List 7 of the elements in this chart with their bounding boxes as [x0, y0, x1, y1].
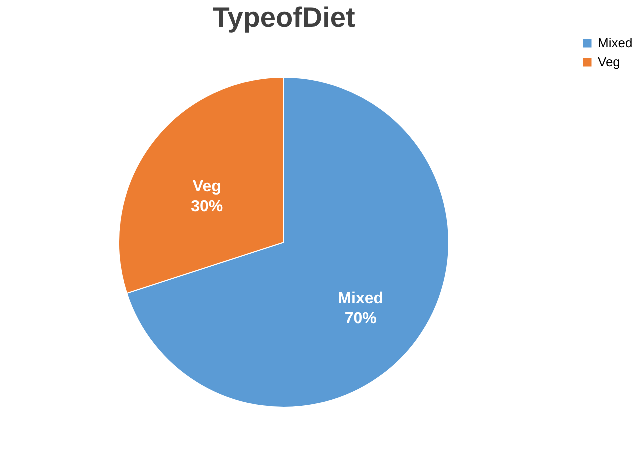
legend-label: Mixed	[598, 36, 633, 50]
legend-label: Veg	[598, 54, 620, 70]
data-label: 70%	[344, 310, 377, 328]
chart-title: TypeofDiet	[212, 2, 356, 33]
slice-label: Veg	[192, 178, 222, 196]
data-label: 30%	[191, 198, 224, 216]
slice-label: Mixed	[338, 290, 384, 308]
